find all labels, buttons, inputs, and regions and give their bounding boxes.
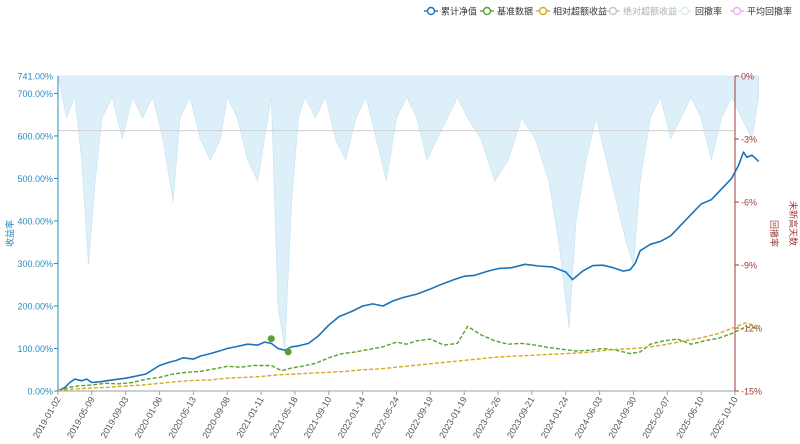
y-right-tick-label: -12% bbox=[741, 324, 762, 334]
y-right-tick-label: -6% bbox=[741, 198, 757, 208]
x-tick-label: 2019-05-09 bbox=[65, 395, 97, 440]
legend-label: 基准数据 bbox=[497, 6, 533, 17]
x-tick-label: 2022-09-19 bbox=[403, 395, 435, 440]
x-tick-label: 2020-05-13 bbox=[166, 395, 198, 440]
legend-label: 绝对超额收益 bbox=[623, 6, 677, 17]
series-line-1 bbox=[57, 325, 759, 392]
y-left-axis-title: 收益率 bbox=[4, 220, 15, 247]
x-tick-label: 2022-01-14 bbox=[336, 395, 368, 440]
y-right-tick-label: -3% bbox=[741, 135, 757, 145]
x-tick-label: 2021-05-18 bbox=[268, 395, 300, 440]
y-left-tick-label: 300.00% bbox=[17, 259, 53, 269]
legend-item[interactable]: 基准数据 bbox=[480, 6, 533, 17]
x-tick-label: 2025-10-10 bbox=[708, 395, 740, 440]
legend-circle-icon bbox=[538, 6, 548, 16]
legend-label: 平均回撤率 bbox=[747, 6, 792, 17]
x-tick-label: 2019-01-02 bbox=[31, 395, 63, 440]
x-tick-label: 2025-06-10 bbox=[674, 395, 706, 440]
y-left-tick-label: 600.00% bbox=[17, 131, 53, 141]
x-tick-label: 2021-01-11 bbox=[234, 395, 265, 439]
x-tick-label: 2024-09-30 bbox=[606, 395, 638, 440]
x-tick-label: 2023-01-19 bbox=[437, 395, 469, 440]
y-left-tick-label: 100.00% bbox=[17, 344, 53, 354]
legend-circle-icon bbox=[608, 6, 618, 16]
y-left-tick-label: 0.00% bbox=[27, 387, 53, 397]
x-tick-label: 2021-09-10 bbox=[302, 395, 334, 440]
legend-circle-icon bbox=[426, 6, 436, 16]
legend-label: 回撤率 bbox=[695, 6, 722, 17]
y-right-tick-label: -15% bbox=[741, 387, 762, 397]
legend-label: 相对超额收益 bbox=[553, 6, 607, 17]
benchmark-marker bbox=[284, 348, 292, 356]
x-tick-label: 2024-06-03 bbox=[573, 395, 605, 440]
x-tick-label: 2020-09-08 bbox=[200, 395, 232, 440]
y-left-max-label: 741.00% bbox=[17, 72, 53, 82]
legend-item[interactable]: 回撤率 bbox=[678, 6, 722, 17]
legend-item[interactable]: 平均回撤率 bbox=[730, 6, 792, 17]
series-line-0 bbox=[57, 151, 760, 392]
x-tick-label: 2023-09-21 bbox=[505, 395, 537, 440]
legend-item[interactable]: 相对超额收益 bbox=[536, 6, 607, 17]
x-tick-label: 2023-05-26 bbox=[471, 395, 503, 440]
x-tick-label: 2022-05-24 bbox=[370, 395, 402, 440]
y-right-tick-label: -9% bbox=[741, 261, 757, 271]
legend-item[interactable]: 累计净值 bbox=[424, 6, 477, 17]
x-tick-label: 2025-02-07 bbox=[640, 395, 672, 440]
x-tick-label: 2020-01-06 bbox=[133, 395, 165, 440]
y-left-tick-label: 400.00% bbox=[17, 216, 53, 226]
benchmark-marker bbox=[267, 335, 275, 343]
y-right-axis-title: 回撤率 bbox=[769, 220, 780, 247]
y-right-axis-secondary-title: 未新高天数 bbox=[788, 201, 799, 246]
y-left-tick-label: 200.00% bbox=[17, 301, 53, 311]
legend-label: 累计净值 bbox=[441, 6, 477, 17]
legend-item[interactable]: 绝对超额收益 bbox=[606, 6, 677, 17]
series-drawdown-area bbox=[57, 75, 760, 350]
legend-circle-icon bbox=[732, 6, 742, 16]
y-right-tick-label: 0% bbox=[741, 72, 754, 82]
x-tick-label: 2019-09-03 bbox=[99, 395, 131, 440]
series-line-2 bbox=[57, 322, 759, 392]
x-tick-label: 2024-01-24 bbox=[539, 395, 571, 440]
legend-circle-icon bbox=[680, 6, 690, 16]
y-left-tick-label: 700.00% bbox=[17, 89, 53, 99]
y-left-tick-label: 500.00% bbox=[17, 174, 53, 184]
legend-circle-icon bbox=[482, 6, 492, 16]
